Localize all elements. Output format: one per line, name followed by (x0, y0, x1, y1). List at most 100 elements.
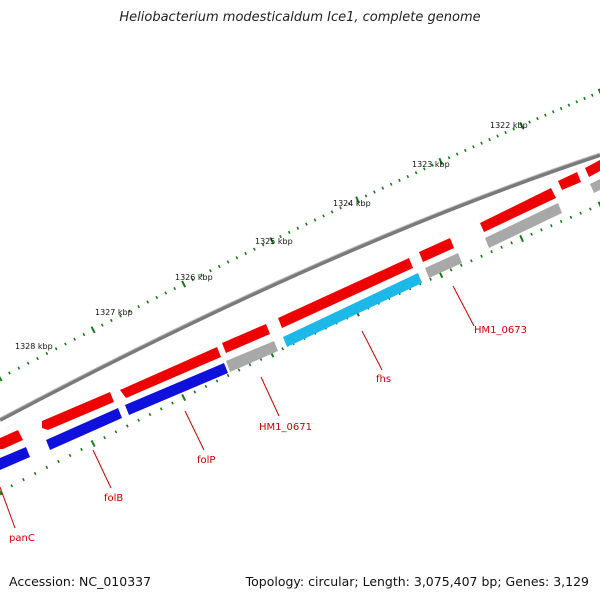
outer-ruler-tick (0, 375, 3, 382)
ruler-label-1328: 1328 kbp (15, 342, 53, 351)
outer-ruler-tick (90, 326, 96, 334)
gene-label-fhs[interactable]: fhs (376, 374, 391, 385)
gene-label-leaders (0, 285, 475, 529)
outer-ruler-tick (438, 157, 444, 166)
genome-backbone (0, 153, 600, 422)
outer-ruler-tick (347, 202, 351, 206)
genome-summary-text: Topology: circular; Length: 3,075,407 bp… (245, 574, 589, 589)
inner-ruler-tick (204, 384, 208, 389)
gene-label-folB[interactable]: folB (104, 493, 123, 504)
ruler-label-1325: 1325 kbp (255, 237, 293, 246)
inner-ruler-tick (281, 347, 285, 351)
ruler-label-1327: 1327 kbp (95, 308, 133, 317)
cds-reverse-folP[interactable] (125, 363, 228, 415)
outer-ruler-tick (235, 256, 239, 260)
inner-ruler-tick (597, 201, 600, 208)
outer-ruler-tick (480, 141, 483, 145)
inner-ruler-tick (0, 489, 3, 496)
outer-ruler-tick (536, 116, 539, 121)
cds-other-upstream[interactable] (485, 203, 562, 248)
outer-ruler-tick (54, 347, 58, 351)
outer-ruler-tick (45, 351, 49, 356)
cds-highlight-fhs[interactable] (283, 273, 422, 347)
outer-ruler-tick (181, 280, 187, 288)
cds-forward-hm1-0671-region[interactable] (222, 324, 270, 353)
inner-ruler-tick (459, 263, 463, 267)
map-title: Heliobacterium modesticaldum Ice1, compl… (119, 10, 481, 25)
outer-ruler-tick (36, 356, 39, 361)
outer-ruler-tick (26, 361, 30, 365)
cds-forward-fhs-region[interactable] (278, 258, 413, 328)
inner-ruler-tick (125, 424, 129, 428)
outer-ruler-tick (590, 93, 594, 97)
outer-ruler-tick (519, 121, 524, 130)
cds-forward-hm1-0673-region[interactable] (419, 238, 454, 262)
inner-ruler-tick (22, 478, 25, 482)
outer-ruler-tick (279, 234, 282, 239)
inner-ruler-tick (226, 373, 230, 378)
outer-ruler-tick (100, 323, 104, 327)
inner-ruler-tick (193, 390, 197, 394)
cds-forward-folB-region[interactable] (42, 392, 114, 430)
inner-ruler-tick (137, 418, 141, 422)
inner-ruler-tick (248, 363, 252, 367)
outer-ruler-tick (173, 286, 177, 291)
outer-ruler-tick (253, 247, 256, 251)
cds-forward-small-1[interactable] (558, 172, 581, 190)
outer-ruler-tick (109, 318, 113, 323)
inner-ruler-tick (45, 465, 49, 470)
outer-ruler-tick (82, 332, 86, 337)
outer-ruler-tick (504, 130, 507, 135)
outer-ruler-tick (330, 210, 334, 214)
outer-ruler-tick (191, 277, 194, 282)
inner-ruler-tick (159, 407, 163, 411)
outer-ruler-tick (463, 148, 467, 153)
outer-ruler-tick (364, 194, 368, 198)
inner-ruler-tick (449, 268, 453, 272)
cds-other-hm1-0673[interactable] (425, 253, 462, 278)
cds-forward-upstream[interactable] (480, 188, 556, 232)
gene-label-panC[interactable]: panC (9, 533, 35, 544)
inner-ruler-tick (559, 219, 563, 224)
gene-label-hm1-0671[interactable]: HM1_0671 (259, 422, 312, 433)
inner-ruler-tick (181, 393, 187, 402)
ruler-label-1326: 1326 kbp (175, 273, 213, 282)
cds-forward-folP-region[interactable] (120, 347, 221, 398)
gene-label-folP[interactable]: folP (197, 455, 215, 466)
outer-ruler-tick (137, 305, 141, 309)
inner-ruler-tick (57, 459, 60, 464)
cds-reverse-panC[interactable] (0, 447, 30, 470)
cds-other-hm1-0671[interactable] (226, 341, 278, 372)
forward-strand-track (0, 160, 600, 449)
outer-ruler-tick (305, 222, 308, 226)
outer-ruler-tick (496, 134, 499, 138)
outer-ruler-tick (583, 96, 586, 101)
outer-ruler-tick (209, 269, 212, 273)
gene-label-hm1-0673[interactable]: HM1_0673 (474, 325, 527, 336)
inner-ruler-tick (68, 453, 72, 458)
outer-ruler-tick (200, 273, 203, 277)
outer-ruler-tick (128, 309, 131, 313)
inner-ruler-tick (519, 234, 524, 243)
inner-ruler-tick (550, 224, 553, 228)
outer-ruler-tick (313, 218, 317, 222)
outer-ruler-tick (146, 300, 150, 304)
outer-ruler-tick (559, 106, 563, 111)
inner-ruler-tick (510, 241, 513, 245)
outer-ruler-tick (431, 163, 434, 167)
outer-ruler-tick (528, 120, 531, 124)
inner-ruler-tick (215, 379, 219, 383)
genome-backbone-highlight (0, 152, 600, 419)
inner-ruler-tick (429, 277, 432, 281)
cds-forward-small-2[interactable] (585, 160, 600, 177)
cds-other-small[interactable] (590, 179, 600, 193)
outer-ruler-tick (575, 100, 579, 104)
inner-ruler-tick (171, 401, 174, 405)
cds-reverse-folB[interactable] (46, 408, 122, 450)
outer-ruler-tick (261, 243, 265, 247)
inner-ruler-tick (480, 254, 483, 258)
outer-ruler-tick (488, 137, 491, 142)
cds-forward-panC-region[interactable] (0, 430, 23, 449)
ruler-ticks (0, 88, 600, 496)
